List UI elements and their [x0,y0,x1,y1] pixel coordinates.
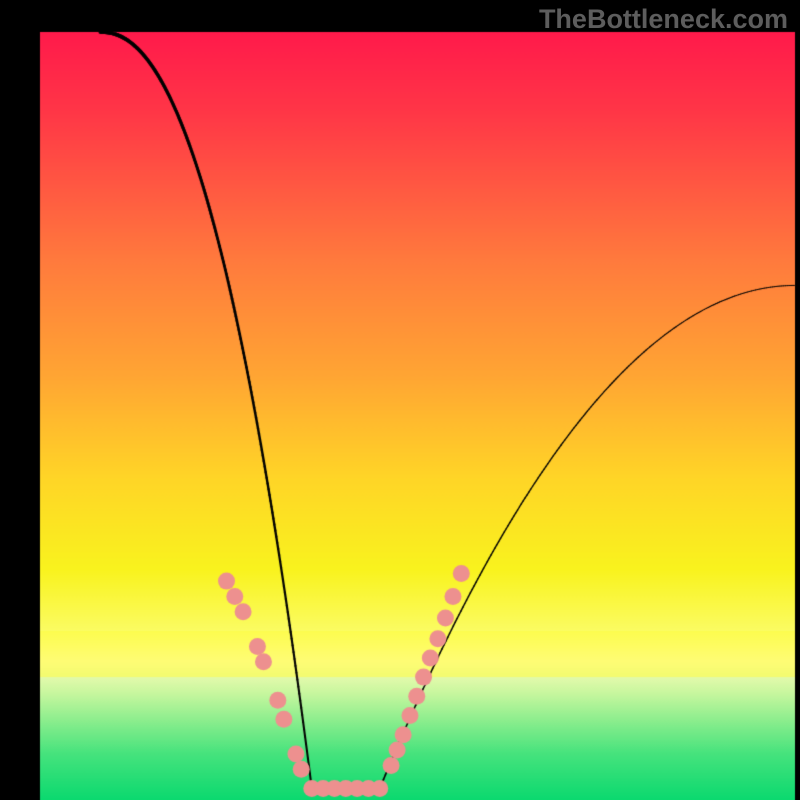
dot-overlay [0,0,800,800]
watermark-text: TheBottleneck.com [539,4,788,35]
figure-root: TheBottleneck.com [0,0,800,800]
